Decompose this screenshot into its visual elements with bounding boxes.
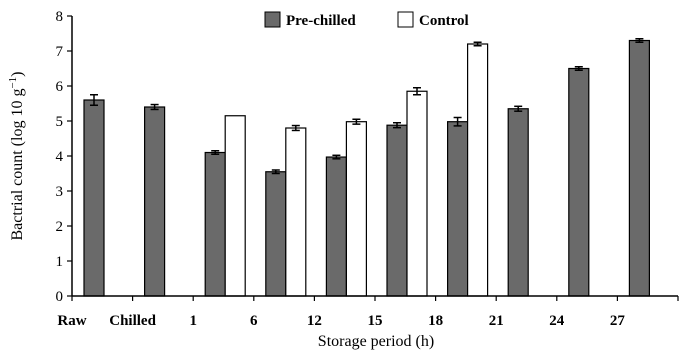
x-tick-label: 6 — [250, 313, 258, 329]
y-tick-label: 6 — [56, 79, 64, 95]
y-tick-label: 5 — [56, 114, 64, 130]
x-tick-label: 15 — [368, 313, 383, 329]
y-axis-title-sup: −1 — [7, 77, 19, 89]
bars — [83, 39, 651, 297]
legend: Pre-chilled Control — [264, 11, 469, 29]
error-bars — [90, 38, 644, 175]
x-tick-label: 21 — [489, 313, 504, 329]
bar-pre-chilled-21 — [507, 108, 529, 297]
bar-pre-chilled-15 — [386, 124, 408, 297]
x-axis-title: Storage period (h) — [318, 333, 434, 350]
y-tick-label: 8 — [56, 9, 64, 25]
x-tick-label: 1 — [189, 313, 197, 329]
x-tick-label: 24 — [549, 313, 565, 329]
y-axis-title: Bactrial count (log 10 g−1) — [7, 71, 26, 240]
bar-control-12 — [345, 121, 367, 297]
y-tick-label: 7 — [56, 44, 64, 60]
legend-swatch-pre-chilled — [264, 11, 281, 28]
y-tick-label: 3 — [56, 184, 64, 200]
bar-pre-chilled-12 — [325, 156, 347, 297]
bar-pre-chilled-chilled — [144, 106, 166, 297]
x-tick-label: 27 — [610, 313, 626, 329]
bar-pre-chilled-18 — [447, 121, 469, 297]
y-tick-label: 1 — [56, 254, 64, 270]
x-tick-label: 18 — [428, 313, 443, 329]
bar-pre-chilled-1 — [204, 151, 226, 297]
x-tick-label: Raw — [57, 313, 86, 329]
y-axis-title-main: Bactrial count (log 10 g — [9, 89, 26, 241]
y-axis-ticks: 0 1 2 3 4 5 6 7 8 — [56, 9, 72, 305]
y-tick-label: 4 — [56, 149, 64, 165]
x-axis-ticks: Raw Chilled 1 6 12 15 18 21 24 27 — [57, 296, 679, 329]
legend-label-control: Control — [419, 13, 469, 29]
y-tick-label: 0 — [56, 289, 64, 305]
bar-control-1 — [224, 115, 246, 297]
x-tick-label: 12 — [307, 313, 322, 329]
bar-control-15 — [406, 90, 428, 297]
bar-control-6 — [285, 127, 307, 297]
bar-pre-chilled-24 — [568, 67, 590, 297]
x-tick-label: Chilled — [109, 313, 156, 329]
bar-control-18 — [467, 43, 489, 297]
y-tick-label: 2 — [56, 219, 64, 235]
y-axis-title-close: ) — [9, 71, 26, 76]
legend-swatch-control — [397, 11, 414, 28]
bar-pre-chilled-raw — [83, 99, 105, 297]
legend-label-pre-chilled: Pre-chilled — [286, 13, 356, 29]
bar-pre-chilled-6 — [265, 171, 287, 297]
bar-pre-chilled-27 — [628, 39, 651, 297]
